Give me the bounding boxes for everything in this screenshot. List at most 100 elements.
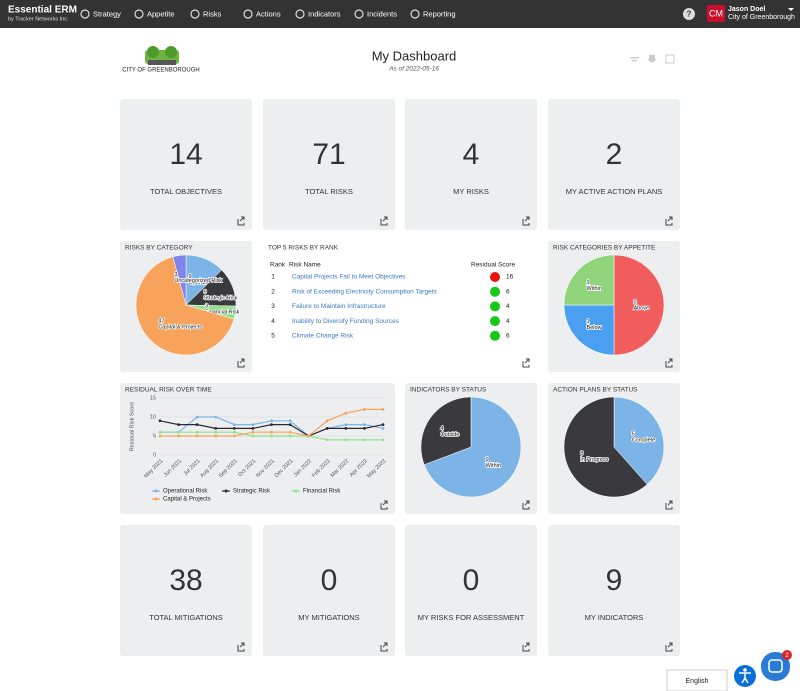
slice-value: 1 (587, 319, 590, 325)
nav-icon (354, 9, 364, 19)
series-point (232, 423, 236, 426)
nav-icon (80, 9, 90, 19)
open-link-icon[interactable] (237, 216, 245, 226)
slice-value: 3 (205, 304, 208, 310)
nav-item[interactable]: Strategy (93, 9, 121, 18)
slice-value: 3 (174, 272, 177, 278)
series-point (214, 427, 218, 430)
avatar[interactable] (707, 5, 725, 22)
series-point (251, 427, 255, 430)
series-point (381, 423, 385, 426)
open-link-icon[interactable] (237, 358, 245, 368)
risk-name[interactable]: Capital Projects Fail to Meet Objectives (292, 274, 406, 281)
score-dot (490, 286, 500, 297)
legend-marker (224, 489, 228, 493)
series-point (344, 427, 348, 430)
slice-value: 4 (440, 426, 443, 432)
pie-slice (563, 254, 615, 306)
risk-name[interactable]: Climate Change Risk (292, 333, 354, 340)
table-header: Rank (270, 262, 286, 269)
nav-icon (295, 9, 305, 19)
pie-slice (135, 256, 235, 356)
brand-sub: by Tracker Networks Inc. (8, 16, 69, 22)
series-point (325, 438, 329, 442)
user-name[interactable]: Jason Doel (728, 6, 765, 13)
risk-name[interactable]: Inability to Diversify Funding Sources (292, 318, 400, 325)
avatar-initials: CM (709, 8, 723, 18)
legend-marker (154, 489, 158, 493)
rank: 5 (271, 333, 275, 340)
open-link-icon[interactable] (665, 216, 673, 226)
slice-value: 5 (632, 432, 635, 438)
open-link-icon[interactable] (380, 216, 388, 226)
nav-icon (243, 9, 253, 19)
navbar (0, 0, 800, 28)
slice-label: Capital & Projects (158, 325, 202, 331)
score: 6 (506, 288, 510, 295)
score: 16 (506, 274, 514, 281)
brand[interactable]: Essential ERM (8, 5, 77, 16)
open-link-icon[interactable] (522, 216, 530, 226)
nav-item[interactable]: Appetite (147, 9, 175, 18)
kpi-value: 14 (169, 138, 202, 171)
chart-title: ACTION PLANS BY STATUS (553, 387, 638, 394)
open-link-icon[interactable] (665, 358, 673, 368)
slice-label: Below (587, 325, 602, 331)
page-title: My Dashboard (372, 48, 457, 63)
kpi-value: 38 (169, 564, 202, 597)
nav-icon (190, 9, 200, 19)
pie-slice (420, 396, 472, 466)
legend-label[interactable]: Strategic Risk (233, 489, 271, 495)
slice-label: Within (486, 463, 501, 469)
series-point (381, 427, 385, 430)
slice-value: 9 (204, 289, 207, 295)
series-point (288, 430, 292, 434)
series-point (307, 434, 311, 438)
open-link-icon[interactable] (522, 500, 530, 510)
risk-name[interactable]: Failure to Maintain Infrastructure (292, 303, 386, 310)
legend-label[interactable]: Capital & Projects (163, 497, 211, 503)
series-point (363, 423, 366, 426)
slice-label: Outside (440, 432, 459, 438)
score-dot (490, 272, 500, 282)
nav-item[interactable]: Indicators (308, 9, 341, 18)
help-icon[interactable] (683, 8, 695, 20)
nav-item[interactable]: Risks (203, 9, 222, 18)
open-link-icon[interactable] (237, 642, 245, 652)
rank: 2 (271, 288, 275, 295)
series-point (288, 434, 292, 438)
open-link-icon[interactable] (665, 642, 673, 652)
accessibility-figure (739, 672, 751, 684)
card (263, 525, 395, 656)
nav-item[interactable]: Reporting (423, 9, 456, 18)
language-box[interactable] (666, 669, 728, 691)
slice-value: 2 (634, 299, 637, 305)
open-link-icon[interactable] (522, 642, 530, 652)
card (120, 525, 252, 656)
table-header: Residual Score (471, 262, 515, 269)
score-dot (490, 316, 500, 327)
toolbar[interactable] (630, 54, 675, 64)
open-link-icon[interactable] (665, 500, 673, 510)
open-link-icon[interactable] (380, 642, 388, 652)
series-point (195, 423, 199, 426)
user-caret[interactable] (788, 8, 794, 11)
language[interactable]: English (686, 678, 709, 685)
kpi-value: 71 (312, 138, 345, 171)
series-point (251, 430, 255, 434)
score: 6 (506, 333, 510, 340)
slice-label: In Progress (580, 457, 608, 463)
chat-button[interactable] (761, 652, 790, 681)
nav-item[interactable]: Actions (256, 9, 281, 18)
card (120, 383, 395, 514)
open-link-icon[interactable] (380, 500, 388, 510)
help-mark: ? (687, 10, 692, 19)
series-point (325, 419, 329, 423)
legend-label[interactable]: Financial Risk (303, 489, 341, 495)
legend-label[interactable]: Operational Risk (163, 489, 208, 495)
series-point (232, 427, 236, 430)
card (405, 525, 537, 656)
nav-item[interactable]: Incidents (367, 9, 397, 18)
risk-name[interactable]: Risk of Exceeding Electricity Consumptio… (292, 288, 437, 295)
open-link-icon[interactable] (522, 358, 530, 368)
